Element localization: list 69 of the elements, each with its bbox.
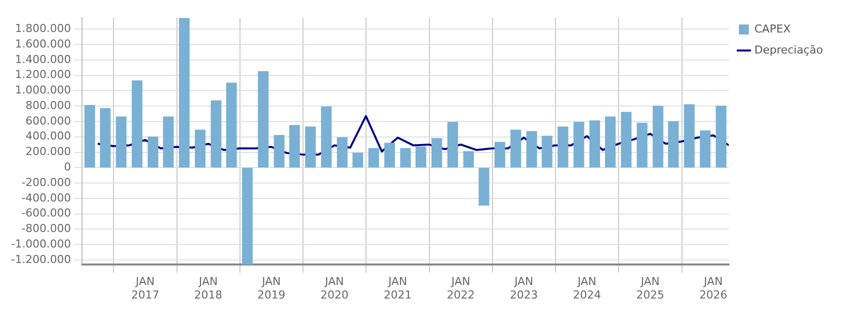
bar [447, 122, 458, 168]
x-tick-label: JAN 2017 [131, 275, 160, 302]
bar [510, 130, 522, 168]
bar [700, 130, 711, 168]
bar [194, 130, 206, 168]
bar [368, 148, 380, 168]
bar [604, 116, 616, 168]
x-tick-label: JAN 2021 [384, 275, 412, 302]
y-tick-label: 1.000.000 [14, 84, 71, 97]
bar [463, 151, 474, 168]
bar [526, 131, 537, 168]
bar [384, 142, 395, 168]
y-tick-label: -400.000 [21, 191, 71, 204]
bar [258, 71, 269, 168]
y-tick-label: 1.200.000 [14, 68, 71, 82]
x-tick-label: JAN 2019 [257, 275, 286, 302]
x-tick-label: JAN 2026 [699, 275, 728, 302]
x-tick-label: JAN 2020 [320, 275, 348, 302]
bar [716, 106, 726, 168]
bar [352, 152, 364, 168]
y-tick-label: -1.200.000 [11, 252, 71, 266]
bar [589, 120, 600, 168]
bar [116, 116, 127, 168]
x-tick-label: JAN 2024 [572, 275, 601, 302]
x-tick-label: JAN 2023 [510, 275, 538, 302]
bar [684, 104, 695, 168]
bar [242, 168, 253, 265]
y-tick-label: -1.000.000 [11, 237, 71, 250]
bar [574, 122, 584, 168]
bar [652, 106, 664, 168]
bar [274, 135, 284, 168]
bar [305, 126, 316, 168]
y-tick-label: 200.000 [25, 145, 71, 158]
bar [210, 100, 222, 168]
bar [668, 121, 679, 168]
y-tick-label: 0 [64, 160, 71, 174]
bar [321, 106, 332, 168]
bar [226, 82, 237, 168]
bar [336, 137, 348, 168]
y-tick-label: 800.000 [25, 98, 71, 112]
bar [400, 148, 411, 168]
bar [636, 122, 648, 168]
bar [620, 112, 632, 168]
y-tick-label: 1.400.000 [14, 52, 71, 66]
bar [558, 126, 568, 168]
bar [289, 124, 300, 168]
x-tick-label: JAN 2022 [446, 275, 475, 302]
x-tick-label: JAN 2018 [194, 275, 222, 302]
bar [542, 136, 552, 168]
legend-label: Depreciação [754, 43, 824, 56]
legend-label: CAPEX [754, 22, 792, 36]
y-tick-label: 1.600.000 [14, 37, 71, 50]
y-tick-label: 1.800.000 [14, 22, 71, 35]
bar [100, 108, 111, 168]
y-tick-label: 400.000 [25, 130, 71, 143]
bar [494, 142, 506, 168]
x-tick-label: JAN 2025 [636, 275, 664, 302]
bar [478, 168, 490, 206]
bar [84, 104, 96, 168]
bar [416, 146, 426, 168]
bar [431, 138, 442, 168]
bar [148, 136, 158, 168]
bar [163, 116, 174, 168]
y-tick-label: -600.000 [21, 206, 71, 220]
bar [178, 18, 190, 168]
bar [132, 80, 142, 168]
y-tick-label: 600.000 [25, 114, 71, 128]
y-tick-label: -800.000 [21, 222, 71, 236]
y-tick-label: -200.000 [21, 176, 71, 189]
